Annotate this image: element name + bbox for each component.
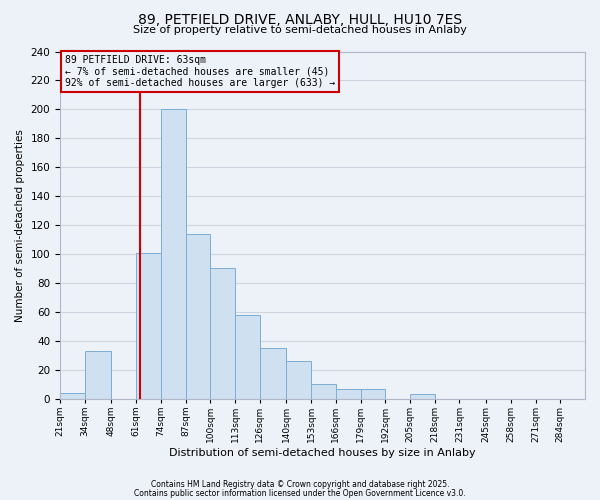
Bar: [336, 388, 361, 398]
Bar: [210, 268, 235, 398]
Text: Size of property relative to semi-detached houses in Anlaby: Size of property relative to semi-detach…: [133, 25, 467, 35]
Bar: [185, 234, 210, 398]
Bar: [286, 361, 311, 399]
Text: 89, PETFIELD DRIVE, ANLABY, HULL, HU10 7ES: 89, PETFIELD DRIVE, ANLABY, HULL, HU10 7…: [138, 12, 462, 26]
Text: Contains HM Land Registry data © Crown copyright and database right 2025.: Contains HM Land Registry data © Crown c…: [151, 480, 449, 489]
Bar: [161, 110, 185, 399]
Bar: [410, 394, 435, 398]
Bar: [60, 393, 85, 398]
Text: Contains public sector information licensed under the Open Government Licence v3: Contains public sector information licen…: [134, 488, 466, 498]
Y-axis label: Number of semi-detached properties: Number of semi-detached properties: [15, 128, 25, 322]
X-axis label: Distribution of semi-detached houses by size in Anlaby: Distribution of semi-detached houses by …: [169, 448, 476, 458]
Bar: [311, 384, 336, 398]
Bar: [260, 348, 286, 399]
Bar: [136, 252, 161, 398]
Bar: [235, 314, 260, 398]
Bar: [85, 351, 112, 399]
Bar: [361, 388, 385, 398]
Text: 89 PETFIELD DRIVE: 63sqm
← 7% of semi-detached houses are smaller (45)
92% of se: 89 PETFIELD DRIVE: 63sqm ← 7% of semi-de…: [65, 55, 335, 88]
